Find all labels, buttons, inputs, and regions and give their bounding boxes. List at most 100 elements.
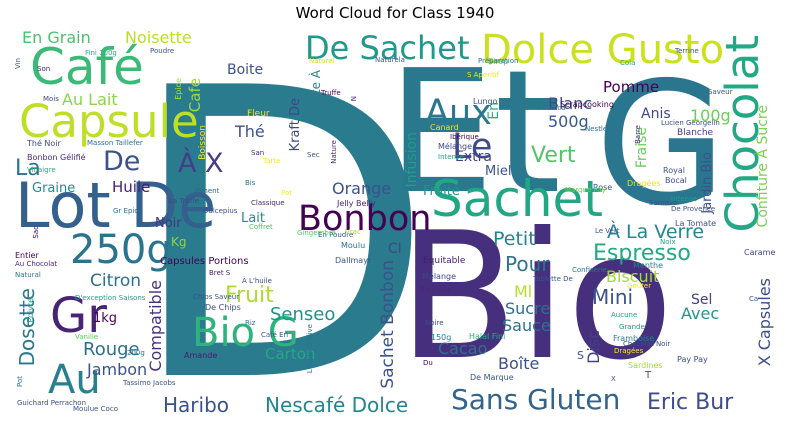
word: Sirop: [488, 57, 509, 66]
word: Au: [48, 357, 101, 403]
word: En Poudre: [318, 231, 354, 239]
word: Intense: [438, 153, 464, 161]
word: S: [577, 349, 584, 362]
word: 150g: [431, 333, 452, 342]
word: Nescafé Dolce: [265, 393, 409, 413]
word: Jambon: [87, 360, 148, 379]
word: Fruit: [225, 283, 274, 308]
word: Noisette: [125, 30, 192, 47]
word: Bocal: [665, 176, 687, 185]
word: Menthe: [633, 261, 664, 270]
word: Cafe: [186, 78, 204, 113]
word: Masson Taillefer: [87, 139, 143, 147]
word: Gr Epice: [113, 207, 143, 215]
word: La Truffe: [169, 197, 200, 205]
word: Bio G: [192, 310, 299, 356]
word: Mois: [43, 95, 59, 103]
word: Senseo: [270, 304, 336, 325]
word: Poivre: [26, 298, 35, 323]
word: Dragées: [614, 347, 644, 355]
word: Le Vert: [595, 227, 620, 235]
word: À L'huile: [242, 277, 272, 285]
word-cloud: D Bio Et G Lot De Café Capsule Sachet Ch…: [15, 30, 776, 413]
word: Extra: [455, 149, 492, 165]
word: Carton: [265, 345, 316, 363]
word: Guichard Perrachon: [17, 399, 87, 407]
word: Café: [30, 38, 144, 96]
word: Ca: [749, 295, 759, 303]
word: Vrac: [345, 228, 361, 236]
word: Truffe: [321, 89, 341, 97]
word: Nature: [330, 140, 338, 164]
word: Fleur: [247, 109, 270, 119]
word: D: [127, 30, 436, 414]
word: N: [350, 96, 358, 102]
word: Naturel: [309, 57, 335, 65]
word: Miel: [485, 164, 512, 179]
word: De Provence: [671, 205, 716, 213]
word: Bonbon: [298, 199, 432, 239]
word: Sardines: [628, 361, 663, 370]
word: X: [611, 375, 616, 383]
word: Pot: [281, 189, 292, 197]
word: L'huile D'olive: [306, 324, 314, 374]
word: Framboise: [613, 334, 655, 343]
word: Sac: [32, 226, 40, 239]
word: Tablette De: [533, 275, 573, 283]
word: Canard: [430, 123, 459, 132]
word: Lot De: [15, 169, 217, 242]
word: Citron: [90, 271, 142, 291]
word: Arabica: [539, 104, 566, 112]
word: Petit: [493, 228, 536, 250]
word: Samova: [649, 199, 678, 207]
word: Moulu: [341, 241, 366, 250]
word: 1kg: [93, 311, 118, 326]
word: Poudre: [150, 47, 175, 55]
word: Entier: [15, 251, 39, 260]
word: Graine: [32, 181, 76, 196]
word: Chips Saveur: [193, 293, 240, 301]
word: Pomme: [603, 78, 660, 96]
word: Coffret: [249, 223, 273, 231]
word: Infusion: [404, 132, 420, 188]
word: Lait: [241, 211, 265, 226]
word: Et: [387, 34, 562, 232]
word: Kg: [171, 235, 187, 249]
word: Cl: [388, 241, 402, 257]
word: Dallmayr: [335, 256, 372, 265]
word: Sachet: [431, 170, 603, 228]
word: Moulue Coco: [73, 405, 118, 413]
word: Marque Pay: [565, 186, 606, 194]
word: De: [103, 146, 141, 177]
word: Lucien Georgelin: [661, 119, 720, 127]
word: Ibérique: [450, 133, 479, 141]
word: Thé: [235, 122, 265, 141]
word: Pot: [16, 376, 24, 387]
word: Saveur: [708, 88, 733, 96]
word: Le: [452, 127, 493, 167]
word: Intense: [671, 195, 697, 203]
word: Naturela: [375, 56, 405, 64]
word: À La Verre: [607, 221, 705, 243]
word: Fruité: [423, 184, 460, 199]
word: 100g: [690, 106, 731, 125]
chart-title: Word Cloud for Class 1940: [295, 4, 495, 22]
word: Jelly Belly: [337, 199, 376, 208]
word: G: [595, 46, 727, 244]
word: Compatible: [146, 280, 165, 372]
word: La: [15, 156, 41, 181]
word: Dragées: [627, 179, 661, 188]
word: Mélange: [438, 142, 473, 151]
word: Natural: [15, 271, 41, 279]
word: Équitable: [423, 256, 466, 266]
word: Lungo: [473, 97, 498, 106]
word: Noir: [155, 216, 182, 231]
word: Grande: [619, 323, 645, 331]
word: Capsules Portions: [160, 256, 249, 267]
word: Dolce Gusto: [481, 30, 725, 73]
word: Scrapcooking: [560, 100, 614, 109]
word: Bonbon Gélifié: [27, 153, 86, 162]
word: Avec: [681, 304, 720, 323]
word: Orange: [332, 179, 392, 198]
word: Pay Pay: [677, 355, 708, 364]
